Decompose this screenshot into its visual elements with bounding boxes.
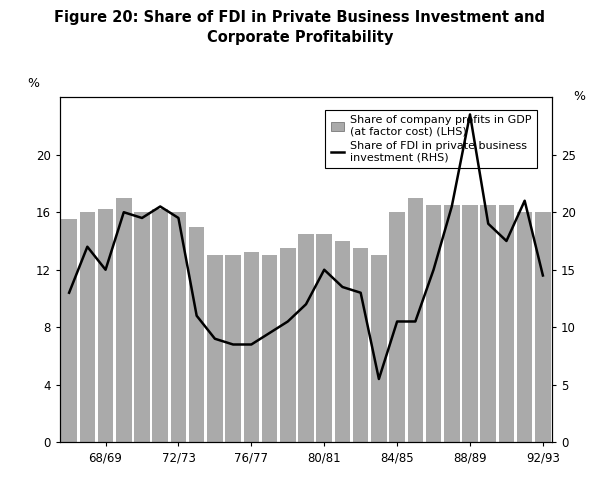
Bar [298, 234, 314, 442]
Y-axis label: %: % [573, 90, 585, 104]
Bar [481, 205, 496, 442]
Bar [335, 241, 350, 442]
Bar [80, 212, 95, 442]
Bar [152, 209, 168, 442]
Y-axis label: %: % [27, 77, 39, 90]
Bar [116, 198, 131, 442]
Bar [353, 248, 368, 442]
Bar [407, 198, 423, 442]
Bar [262, 255, 277, 442]
Bar [389, 212, 405, 442]
Bar [499, 205, 514, 442]
Bar [244, 253, 259, 442]
Bar [98, 209, 113, 442]
Bar [462, 205, 478, 442]
Bar [170, 212, 186, 442]
Bar [444, 205, 460, 442]
Text: Figure 20: Share of FDI in Private Business Investment and
Corporate Profitabili: Figure 20: Share of FDI in Private Busin… [55, 10, 545, 45]
Bar [371, 255, 386, 442]
Bar [134, 212, 150, 442]
Bar [280, 248, 296, 442]
Bar [189, 226, 205, 442]
Bar [316, 234, 332, 442]
Bar [61, 219, 77, 442]
Bar [226, 255, 241, 442]
Bar [426, 205, 442, 442]
Bar [517, 212, 532, 442]
Legend: Share of company profits in GDP
(at factor cost) (LHS), Share of FDI in private : Share of company profits in GDP (at fact… [325, 110, 536, 169]
Bar [535, 212, 551, 442]
Bar [207, 255, 223, 442]
